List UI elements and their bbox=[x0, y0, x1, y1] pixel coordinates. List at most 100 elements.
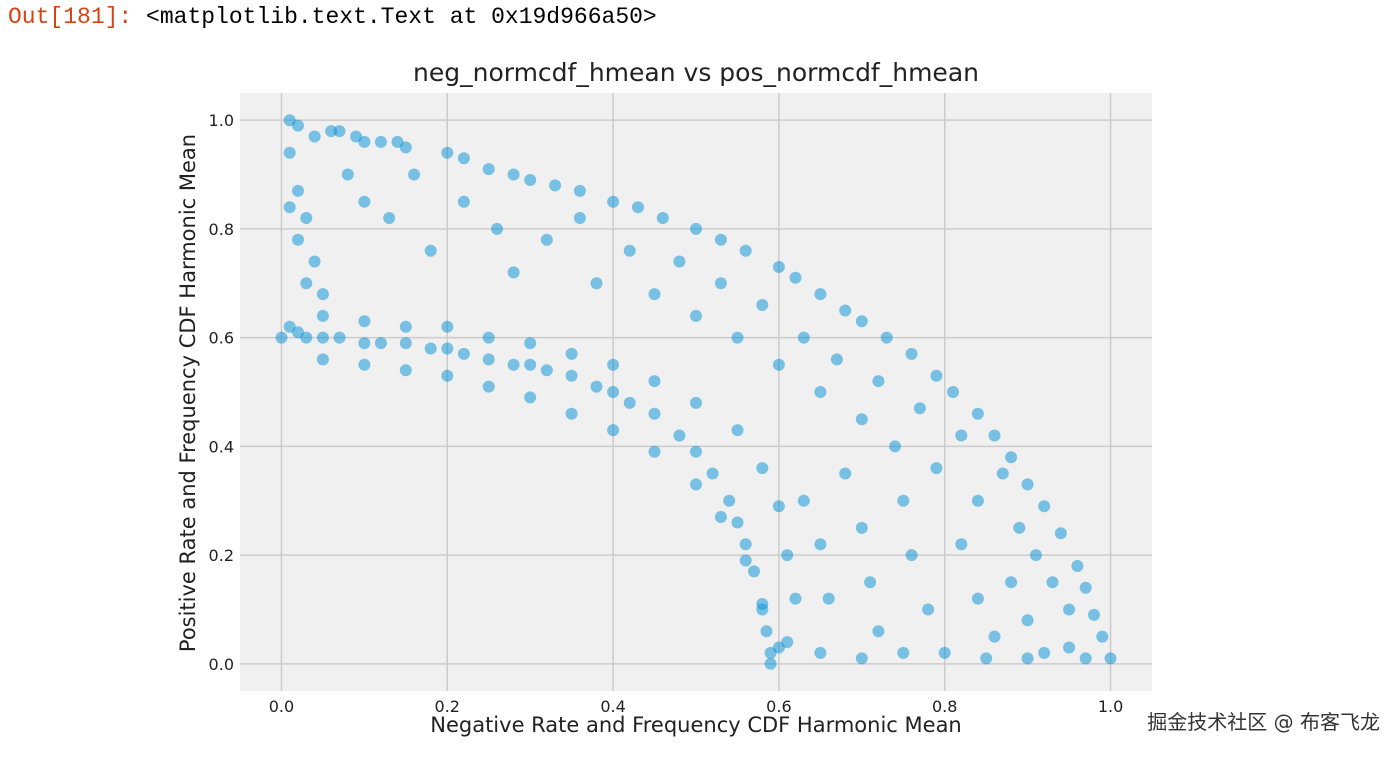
x-tick-label: 0.8 bbox=[932, 697, 957, 716]
data-point bbox=[648, 288, 661, 301]
data-point bbox=[316, 331, 329, 344]
data-point bbox=[731, 424, 744, 437]
data-point bbox=[764, 657, 777, 670]
data-point bbox=[457, 195, 470, 208]
y-tick-label: 0.6 bbox=[209, 329, 234, 348]
data-point bbox=[333, 331, 346, 344]
data-point bbox=[1021, 652, 1034, 665]
data-point bbox=[540, 364, 553, 377]
data-point bbox=[1029, 549, 1042, 562]
x-axis-label: Negative Rate and Frequency CDF Harmonic… bbox=[430, 713, 962, 737]
data-point bbox=[690, 222, 702, 235]
data-point bbox=[573, 212, 586, 224]
y-tick-labels: 0.0 0.2 0.4 0.6 0.8 1.0 bbox=[209, 111, 234, 674]
data-point bbox=[457, 347, 470, 360]
data-point bbox=[358, 337, 371, 350]
x-tick-labels: 0.0 0.2 0.4 0.6 0.8 1.0 bbox=[269, 697, 1124, 716]
data-point bbox=[1054, 527, 1067, 540]
watermark: 掘金技术社区 @ 布客飞龙 bbox=[1147, 710, 1380, 734]
data-point bbox=[441, 369, 454, 382]
data-point bbox=[996, 467, 1009, 480]
data-point bbox=[864, 576, 877, 589]
data-point bbox=[789, 592, 802, 605]
data-point bbox=[797, 494, 810, 507]
data-point bbox=[971, 494, 984, 507]
data-point bbox=[739, 554, 752, 567]
data-point bbox=[565, 369, 578, 382]
data-point bbox=[714, 277, 727, 290]
data-point bbox=[482, 163, 495, 176]
data-point bbox=[880, 331, 893, 344]
data-point bbox=[358, 358, 371, 371]
output-prompt: Out[181]: bbox=[8, 4, 133, 30]
data-point bbox=[524, 391, 537, 404]
x-tick-label: 0.6 bbox=[766, 697, 791, 716]
data-point bbox=[797, 331, 810, 344]
data-point bbox=[706, 467, 719, 480]
data-point bbox=[930, 462, 943, 475]
data-point bbox=[971, 407, 984, 420]
data-point bbox=[814, 538, 827, 551]
data-point bbox=[358, 135, 371, 148]
data-point bbox=[607, 386, 620, 398]
data-point bbox=[1063, 603, 1076, 616]
data-point bbox=[980, 652, 993, 665]
data-point bbox=[316, 353, 329, 366]
data-point bbox=[1063, 641, 1076, 654]
x-tick-label: 0.4 bbox=[600, 697, 625, 716]
data-point bbox=[1005, 451, 1018, 464]
data-point bbox=[507, 358, 520, 371]
data-point bbox=[814, 288, 827, 301]
chart-title: neg_normcdf_hmean vs pos_normcdf_hmean bbox=[413, 58, 979, 87]
data-point bbox=[540, 233, 553, 246]
data-point bbox=[673, 255, 686, 268]
data-point bbox=[441, 146, 454, 159]
data-point bbox=[549, 179, 562, 192]
data-point bbox=[731, 516, 744, 529]
data-point bbox=[822, 592, 835, 605]
data-point bbox=[524, 337, 537, 350]
data-point bbox=[955, 538, 968, 551]
y-tick-label: 1.0 bbox=[209, 111, 234, 130]
data-point bbox=[897, 646, 910, 659]
data-point bbox=[897, 494, 910, 507]
data-point bbox=[922, 603, 935, 616]
data-point bbox=[855, 315, 868, 328]
data-point bbox=[756, 299, 769, 311]
data-point bbox=[590, 277, 603, 290]
data-point bbox=[491, 222, 503, 235]
data-point bbox=[772, 261, 785, 273]
data-point bbox=[300, 212, 313, 224]
x-tick-label: 0.2 bbox=[435, 697, 460, 716]
data-point bbox=[524, 174, 537, 186]
data-point bbox=[573, 184, 586, 197]
data-point bbox=[1104, 652, 1117, 665]
data-point bbox=[607, 195, 620, 208]
data-point bbox=[855, 521, 868, 534]
y-tick-label: 0.0 bbox=[209, 655, 234, 674]
data-point bbox=[781, 549, 794, 562]
data-point bbox=[839, 467, 852, 480]
data-point bbox=[632, 201, 644, 214]
data-point bbox=[1046, 576, 1059, 589]
data-point bbox=[374, 337, 387, 350]
data-point bbox=[955, 429, 968, 442]
data-point bbox=[839, 304, 852, 317]
x-tick-label: 0.0 bbox=[269, 697, 294, 716]
data-point bbox=[930, 369, 943, 382]
x-tick-label: 1.0 bbox=[1098, 697, 1123, 716]
data-point bbox=[524, 358, 537, 371]
data-point bbox=[283, 146, 296, 159]
data-point bbox=[648, 445, 661, 458]
data-point bbox=[830, 353, 843, 366]
data-point bbox=[283, 201, 296, 214]
data-point bbox=[292, 119, 304, 132]
data-point bbox=[424, 244, 437, 257]
data-point bbox=[565, 407, 578, 420]
data-point bbox=[971, 592, 984, 605]
data-point bbox=[1005, 576, 1018, 589]
data-point bbox=[690, 478, 702, 491]
data-point bbox=[1021, 614, 1034, 627]
data-point bbox=[772, 500, 785, 513]
